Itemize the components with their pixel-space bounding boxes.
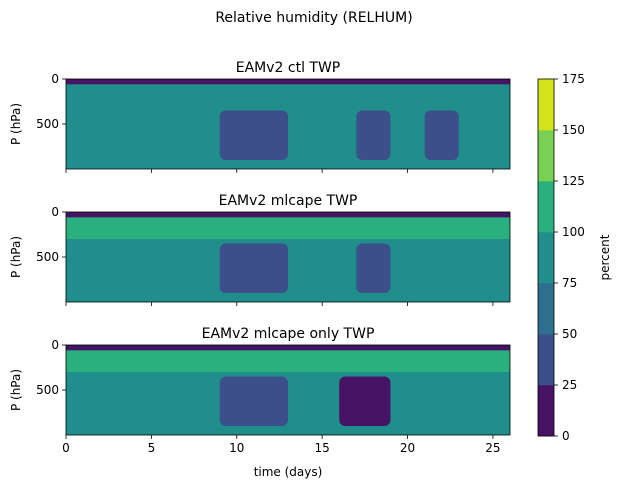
colorbar-segment: [538, 334, 554, 386]
colorbar: 0 25 50 75 100 125 150 175 percent: [537, 72, 612, 443]
y-tick-label: 500: [36, 383, 59, 397]
colorbar-tick-label: 0: [562, 429, 570, 443]
y-axis-label: P (hPa): [9, 236, 23, 278]
y-tick-label: 0: [51, 338, 59, 352]
panel-1: EAMv2 ctl TWP 0 500 P (hPa): [9, 60, 511, 173]
panel-2: EAMv2 mlcape TWP 0 500 P (hPa): [9, 193, 511, 306]
x-tick-label: 0: [62, 441, 70, 455]
colorbar-segment: [538, 385, 554, 437]
dry-episode: [424, 110, 459, 160]
panel-3: EAMv2 mlcape only TWP 0 500 0 5 10 15 20 25 P (hP…: [9, 326, 511, 455]
x-axis-label: time (days): [254, 465, 323, 479]
colorbar-tick-label: 150: [562, 123, 585, 137]
colorbar-segment: [538, 79, 554, 131]
dry-episode: [356, 110, 391, 160]
humidity-band: [66, 84, 510, 106]
humidity-band: [66, 350, 510, 372]
x-tick-label: 5: [148, 441, 156, 455]
colorbar-label: percent: [598, 234, 612, 280]
colorbar-tick-label: 125: [562, 174, 585, 188]
figure-suptitle: Relative humidity (RELHUM): [215, 10, 412, 26]
colorbar-segment: [538, 232, 554, 284]
panel-title: EAMv2 mlcape only TWP: [202, 326, 375, 342]
x-tick-label: 15: [315, 441, 330, 455]
colorbar-frame: [537, 78, 555, 437]
humidity-band: [66, 79, 510, 85]
x-tick-label: 25: [485, 441, 500, 455]
dry-episode: [219, 110, 288, 160]
panel-title: EAMv2 ctl TWP: [236, 60, 341, 76]
dry-episode: [356, 243, 391, 293]
panel-title: EAMv2 mlcape TWP: [219, 193, 358, 209]
colorbar-segment: [538, 130, 554, 182]
colorbar-tick-label: 25: [562, 378, 577, 392]
y-tick-label: 0: [51, 72, 59, 86]
colorbar-segment: [538, 181, 554, 233]
humidity-band: [66, 212, 510, 218]
humidity-band: [66, 217, 510, 239]
colorbar-tick-label: 175: [562, 72, 585, 86]
colorbar-tick-label: 100: [562, 225, 585, 239]
dry-episode: [219, 243, 288, 293]
y-axis-label: P (hPa): [9, 369, 23, 411]
y-axis-label: P (hPa): [9, 103, 23, 145]
y-tick-label: 500: [36, 117, 59, 131]
x-tick-label: 10: [229, 441, 244, 455]
y-tick-label: 500: [36, 250, 59, 264]
colorbar-tick-label: 75: [562, 276, 577, 290]
colorbar-segment: [538, 283, 554, 335]
colorbar-tick-label: 50: [562, 327, 577, 341]
dry-episode: [339, 376, 391, 426]
dry-episode: [219, 376, 288, 426]
x-tick-label: 20: [400, 441, 415, 455]
humidity-band: [66, 345, 510, 351]
y-tick-label: 0: [51, 205, 59, 219]
